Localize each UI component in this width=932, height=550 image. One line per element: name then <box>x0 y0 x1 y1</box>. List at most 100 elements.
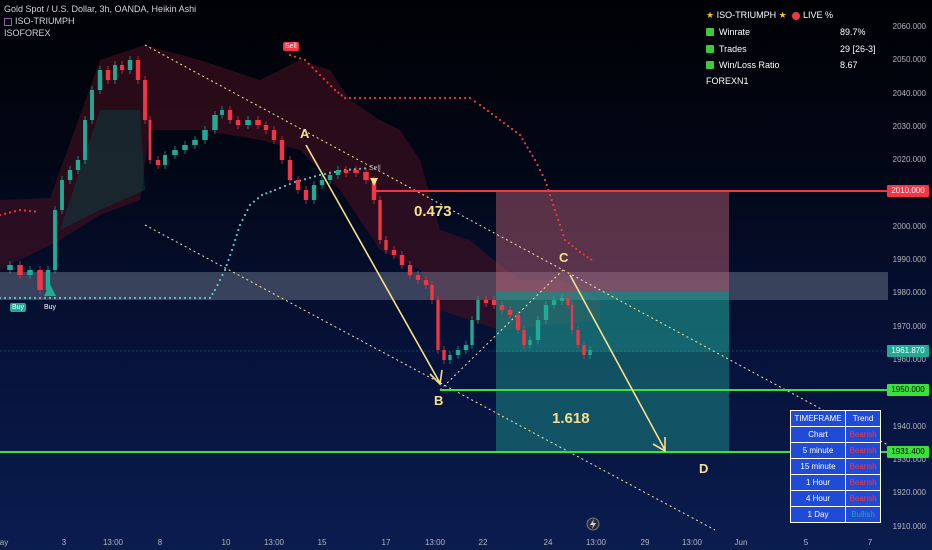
sell-triangle <box>370 178 378 186</box>
stop-price-label: 2010.000 <box>887 185 929 197</box>
indicator-title[interactable]: ISO-TRIUMPH <box>4 16 75 26</box>
candle <box>263 125 269 130</box>
trend-dot <box>252 200 256 203</box>
time-tick: 3 <box>61 538 67 547</box>
arrow-c-d <box>569 274 666 451</box>
candle <box>415 275 421 280</box>
candle <box>120 65 124 70</box>
trend-dot <box>358 96 362 100</box>
trend-dot <box>148 296 152 300</box>
trend-dot <box>373 96 377 100</box>
candle <box>113 65 117 80</box>
trend-dot <box>265 192 268 195</box>
trend-dot <box>343 96 347 100</box>
price-tick: 1940.000 <box>892 421 926 431</box>
trend-dot <box>108 296 112 300</box>
trend-dot <box>293 55 297 58</box>
trend-dot <box>48 296 52 300</box>
trend-dot <box>237 228 240 232</box>
trend-dot <box>43 296 47 300</box>
candle <box>327 175 333 180</box>
time-tick: 24 <box>543 538 553 547</box>
candle <box>227 110 233 120</box>
trend-dot <box>138 296 142 300</box>
trend-dot <box>563 238 567 242</box>
buy-triangle <box>44 284 56 296</box>
trend-dot <box>562 233 565 237</box>
price-tick: 2050.000 <box>892 55 926 65</box>
candle <box>576 330 580 345</box>
candle <box>384 240 388 250</box>
price-tick: 1930.000 <box>892 454 926 464</box>
candle <box>192 140 198 145</box>
trend-dot <box>218 278 222 282</box>
trend-dot <box>533 158 537 162</box>
trend-dot <box>363 167 367 170</box>
price-tick: 2030.000 <box>892 121 926 131</box>
time-tick: 7 <box>867 538 873 547</box>
indicator-icon <box>4 17 12 26</box>
trend-dot <box>560 228 563 232</box>
trend-dot <box>368 96 372 100</box>
table-header-trend: Trend <box>845 410 881 427</box>
check-icon <box>706 61 714 69</box>
trend-dot <box>68 296 72 300</box>
candle <box>303 190 309 200</box>
trend-dot <box>73 296 77 300</box>
time-tick: 13:00 <box>585 538 607 547</box>
trend-dot <box>315 70 318 73</box>
trend-dot <box>330 85 333 88</box>
trend-dot <box>555 213 558 217</box>
candle <box>17 265 23 275</box>
trend-dot <box>278 186 282 190</box>
candle <box>491 300 497 305</box>
trend-dot <box>53 296 57 300</box>
trend-dot <box>123 296 127 300</box>
trend-dot <box>248 203 252 207</box>
trend-dot <box>353 168 357 171</box>
trend-dot <box>393 96 397 100</box>
trend-dot <box>235 233 238 237</box>
candle <box>423 280 429 285</box>
candle <box>463 345 469 350</box>
trend-dot <box>378 96 382 100</box>
trend-dot <box>333 170 337 174</box>
candle <box>391 250 397 255</box>
candle <box>279 140 285 160</box>
candle <box>295 180 301 190</box>
trend-dot <box>103 296 107 300</box>
candle <box>105 70 111 80</box>
candle <box>470 320 474 345</box>
candle <box>127 60 133 70</box>
trend-dot <box>531 154 534 157</box>
trend-dot <box>13 210 17 213</box>
trend-dot <box>322 77 325 80</box>
price-tick: 2040.000 <box>892 88 926 98</box>
trend-dot <box>232 243 235 247</box>
trend-dot <box>498 118 502 122</box>
trend-dot <box>528 150 532 153</box>
trend-dot <box>93 296 97 300</box>
price-tick: 1910.000 <box>892 521 926 531</box>
trend-dot <box>153 296 157 300</box>
trend-dot <box>223 268 227 272</box>
check-icon <box>706 45 714 53</box>
trend-dot <box>553 208 557 212</box>
trend-dot <box>198 296 202 300</box>
table-row: 1 Day Bullish <box>790 506 881 523</box>
table-header-timeframe: TIMEFRAME <box>790 410 846 427</box>
trend-dot <box>590 258 593 261</box>
trend-dot <box>453 96 457 100</box>
trend-dot <box>308 176 312 179</box>
sell-signal-2: Sell <box>369 165 381 172</box>
candle <box>588 350 592 355</box>
trend-dot <box>578 250 582 254</box>
indicator-name: ISO-TRIUMPH <box>15 16 75 26</box>
target2-price-label: 1931.400 <box>887 446 929 458</box>
supply-zone <box>0 272 888 300</box>
trend-dot <box>557 218 560 222</box>
fib-bottom-label: 1.618 <box>552 410 590 427</box>
trend-dot <box>227 258 230 262</box>
